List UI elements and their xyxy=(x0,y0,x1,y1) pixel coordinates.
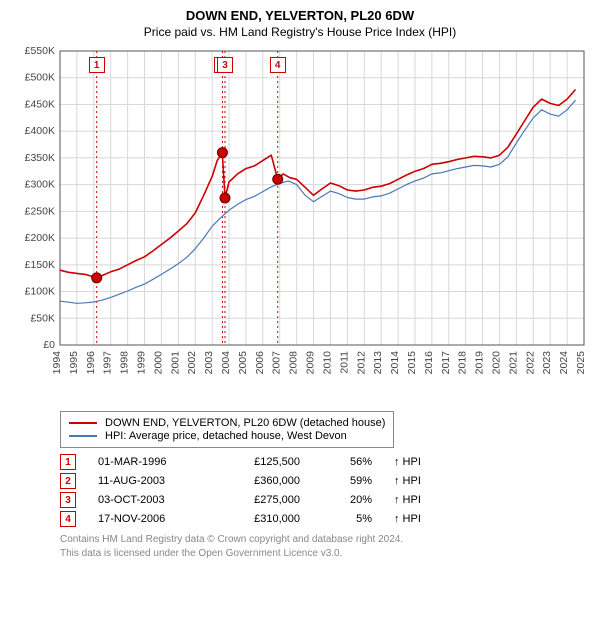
svg-text:2022: 2022 xyxy=(524,351,536,375)
svg-text:2021: 2021 xyxy=(507,351,519,375)
svg-text:2001: 2001 xyxy=(169,351,181,375)
footer-text: Contains HM Land Registry data © Crown c… xyxy=(60,533,590,560)
svg-text:2008: 2008 xyxy=(288,351,300,375)
legend: DOWN END, YELVERTON, PL20 6DW (detached … xyxy=(60,411,394,448)
tx-dir: ↑ HPI xyxy=(394,494,421,506)
tx-row: 4 17-NOV-2006 £310,000 5% ↑ HPI xyxy=(60,511,590,527)
svg-text:2005: 2005 xyxy=(237,351,249,375)
tx-date: 03-OCT-2003 xyxy=(98,494,198,506)
tx-dir: ↑ HPI xyxy=(394,475,421,487)
tx-row: 2 11-AUG-2003 £360,000 59% ↑ HPI xyxy=(60,473,590,489)
svg-text:£0: £0 xyxy=(43,339,55,351)
tx-pct: 56% xyxy=(322,456,372,468)
legend-row-subject: DOWN END, YELVERTON, PL20 6DW (detached … xyxy=(69,417,385,429)
tx-date: 17-NOV-2006 xyxy=(98,513,198,525)
tx-marker-badge: 3 xyxy=(217,57,233,73)
svg-text:£150K: £150K xyxy=(25,259,55,271)
tx-pct: 20% xyxy=(322,494,372,506)
tx-price: £360,000 xyxy=(220,475,300,487)
svg-text:2013: 2013 xyxy=(372,351,384,375)
svg-text:2007: 2007 xyxy=(271,351,283,375)
footer-line-2: This data is licensed under the Open Gov… xyxy=(60,547,590,561)
svg-text:2020: 2020 xyxy=(490,351,502,375)
svg-text:£300K: £300K xyxy=(25,179,55,191)
svg-text:£350K: £350K xyxy=(25,152,55,164)
tx-badge: 1 xyxy=(60,454,76,470)
tx-badge: 2 xyxy=(60,473,76,489)
svg-text:2012: 2012 xyxy=(355,351,367,375)
legend-row-hpi: HPI: Average price, detached house, West… xyxy=(69,430,385,442)
page-title: DOWN END, YELVERTON, PL20 6DW xyxy=(10,8,590,23)
svg-text:2019: 2019 xyxy=(474,351,486,375)
svg-text:1994: 1994 xyxy=(51,351,63,375)
legend-label-subject: DOWN END, YELVERTON, PL20 6DW (detached … xyxy=(105,417,385,429)
tx-date: 11-AUG-2003 xyxy=(98,475,198,487)
svg-text:2000: 2000 xyxy=(152,351,164,375)
svg-text:£200K: £200K xyxy=(25,232,55,244)
tx-pct: 59% xyxy=(322,475,372,487)
svg-text:£100K: £100K xyxy=(25,286,55,298)
svg-text:2015: 2015 xyxy=(406,351,418,375)
svg-text:2003: 2003 xyxy=(203,351,215,375)
svg-text:1997: 1997 xyxy=(102,351,114,375)
svg-text:£400K: £400K xyxy=(25,125,55,137)
svg-text:1998: 1998 xyxy=(119,351,131,375)
svg-text:2016: 2016 xyxy=(423,351,435,375)
tx-marker-badge: 1 xyxy=(89,57,105,73)
svg-text:2018: 2018 xyxy=(457,351,469,375)
svg-text:£50K: £50K xyxy=(30,312,55,324)
svg-text:1999: 1999 xyxy=(136,351,148,375)
legend-label-hpi: HPI: Average price, detached house, West… xyxy=(105,430,347,442)
svg-text:1995: 1995 xyxy=(68,351,80,375)
svg-text:2014: 2014 xyxy=(389,351,401,375)
tx-pct: 5% xyxy=(322,513,372,525)
tx-date: 01-MAR-1996 xyxy=(98,456,198,468)
chart-svg: £0 £50K £100K £150K £200K £250K £300K £350K £400… xyxy=(10,45,590,405)
legend-swatch-subject xyxy=(69,422,97,424)
page-container: DOWN END, YELVERTON, PL20 6DW Price paid… xyxy=(0,0,600,568)
svg-text:£500K: £500K xyxy=(25,72,55,84)
svg-text:2010: 2010 xyxy=(321,351,333,375)
tx-dir: ↑ HPI xyxy=(394,456,421,468)
tx-price: £125,500 xyxy=(220,456,300,468)
svg-text:1996: 1996 xyxy=(85,351,97,375)
tx-row: 3 03-OCT-2003 £275,000 20% ↑ HPI xyxy=(60,492,590,508)
svg-text:2002: 2002 xyxy=(186,351,198,375)
svg-text:2017: 2017 xyxy=(440,351,452,375)
legend-swatch-hpi xyxy=(69,435,97,437)
svg-text:£450K: £450K xyxy=(25,98,55,110)
transactions-table: 1 01-MAR-1996 £125,500 56% ↑ HPI 2 11-AUG-2003… xyxy=(60,454,590,527)
tx-price: £310,000 xyxy=(220,513,300,525)
svg-text:2004: 2004 xyxy=(220,351,232,375)
svg-text:2009: 2009 xyxy=(305,351,317,375)
page-subtitle: Price paid vs. HM Land Registry's House … xyxy=(10,25,590,39)
svg-text:2006: 2006 xyxy=(254,351,266,375)
svg-text:2024: 2024 xyxy=(558,351,570,375)
svg-text:2023: 2023 xyxy=(541,351,553,375)
svg-text:£550K: £550K xyxy=(25,45,55,57)
tx-dir: ↑ HPI xyxy=(394,513,421,525)
svg-text:2025: 2025 xyxy=(575,351,587,375)
svg-text:£250K: £250K xyxy=(25,205,55,217)
footer-line-1: Contains HM Land Registry data © Crown c… xyxy=(60,533,590,547)
tx-badge: 3 xyxy=(60,492,76,508)
tx-marker-badge: 4 xyxy=(270,57,286,73)
chart-area: £0 £50K £100K £150K £200K £250K £300K £350K £400… xyxy=(10,45,590,405)
tx-price: £275,000 xyxy=(220,494,300,506)
tx-badge: 4 xyxy=(60,511,76,527)
svg-text:2011: 2011 xyxy=(338,351,350,374)
tx-row: 1 01-MAR-1996 £125,500 56% ↑ HPI xyxy=(60,454,590,470)
